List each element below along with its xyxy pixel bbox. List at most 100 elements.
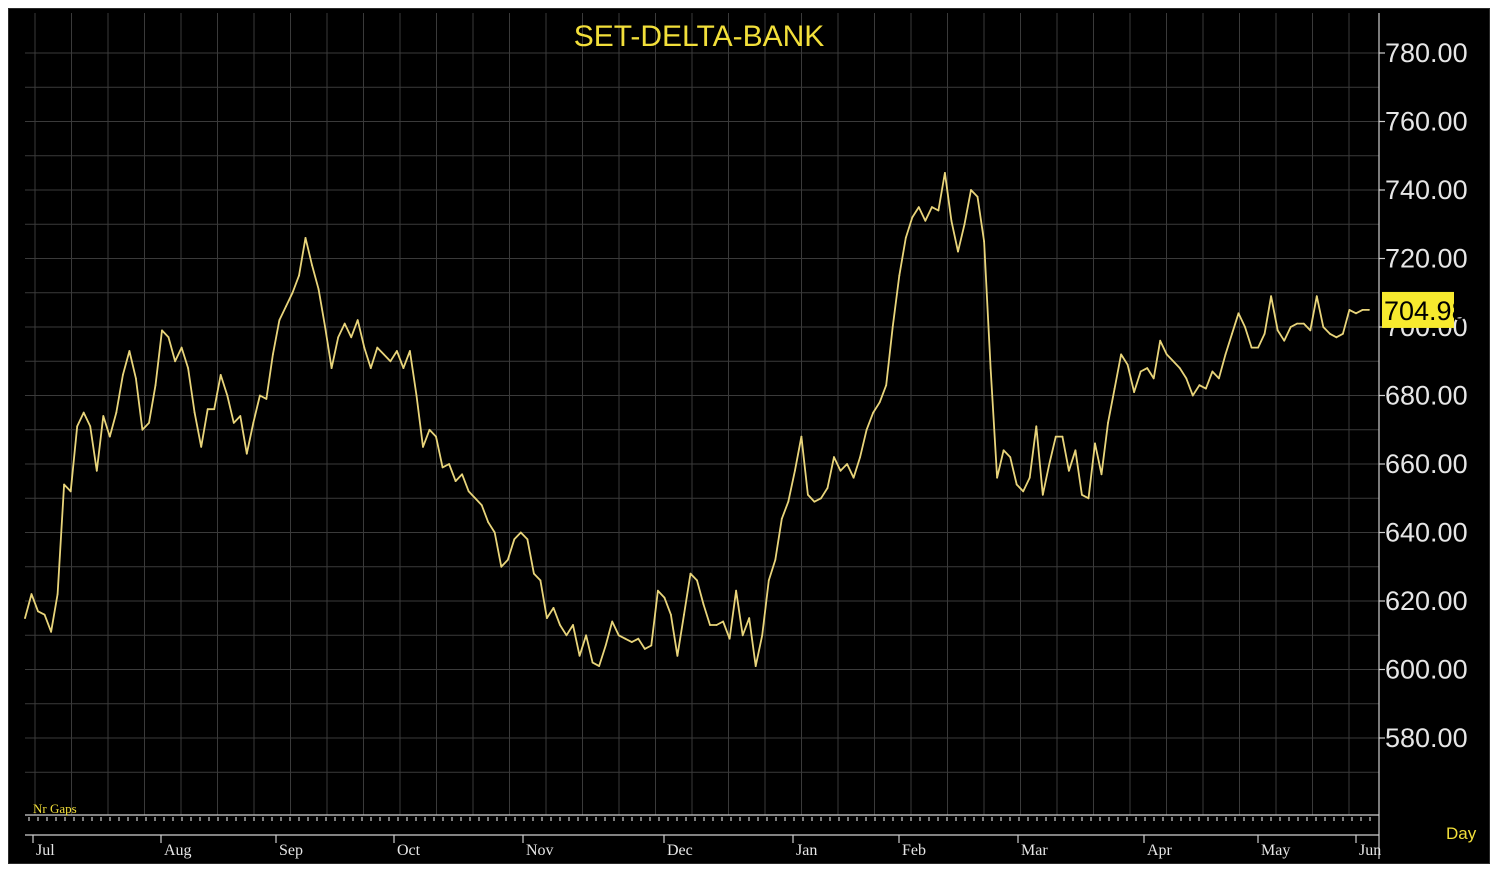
price-data-point (1022, 490, 1025, 493)
y-tick-label: 740.00 (1385, 175, 1468, 205)
price-data-point (239, 415, 242, 417)
price-data-point (1244, 326, 1246, 328)
price-data-point (232, 422, 235, 424)
price-data-point (794, 469, 796, 472)
price-data-point (722, 620, 724, 623)
price-data-point (989, 367, 992, 369)
x-month-label: Jan (796, 842, 817, 859)
price-data-point (1348, 309, 1351, 311)
price-data-point (1224, 353, 1227, 356)
price-data-point (350, 336, 353, 339)
y-tick-label: 600.00 (1385, 655, 1468, 685)
price-data-point (1146, 367, 1149, 369)
price-data-point (1061, 435, 1064, 438)
price-data-point (396, 350, 398, 352)
price-data-point (539, 579, 542, 582)
price-data-point (1198, 384, 1201, 387)
y-tick-label: 720.00 (1385, 244, 1468, 274)
price-data-point (1133, 391, 1135, 393)
price-data-point (604, 644, 607, 647)
y-tick-label: 640.00 (1385, 518, 1468, 548)
price-data-point (219, 374, 222, 376)
price-data-point (807, 493, 809, 496)
price-data-point (330, 367, 333, 369)
price-data-point (513, 538, 516, 541)
price-data-point (363, 346, 366, 349)
price-data-point (1185, 377, 1188, 380)
price-data-point (1335, 336, 1338, 339)
price-data-point (578, 654, 581, 657)
price-data-point (519, 531, 522, 534)
price-data-point (422, 446, 424, 448)
price-data-point (944, 172, 946, 174)
price-data-point (206, 408, 209, 411)
price-data-point (546, 617, 548, 619)
price-data-point (826, 487, 829, 489)
price-data-point (467, 490, 470, 493)
price-data-point (102, 415, 105, 417)
price-data-point (754, 665, 757, 667)
price-data-point (911, 216, 914, 219)
chart-title: SET-DELTA-BANK (574, 20, 825, 53)
price-data-point (122, 374, 124, 376)
frequency-label: Day (1446, 824, 1477, 843)
price-data-point (304, 237, 307, 239)
price-data-point (1315, 295, 1318, 298)
last-value-label: 704.98 (1384, 296, 1467, 326)
price-data-point (174, 360, 177, 363)
price-data-point (1028, 476, 1031, 479)
price-data-point (813, 500, 816, 503)
price-data-point (637, 637, 640, 640)
price-data-point (767, 579, 770, 582)
price-data-point (1211, 370, 1214, 373)
price-data-point (1126, 363, 1129, 366)
price-data-point (200, 446, 203, 448)
price-data-point (1178, 367, 1181, 369)
price-data-point (1342, 332, 1344, 335)
price-data-point (1263, 332, 1266, 335)
price-data-point (1159, 339, 1162, 342)
x-month-label: Nov (526, 842, 554, 859)
price-data-point (454, 480, 457, 482)
price-data-point (1094, 442, 1096, 445)
x-month-label: Jul (36, 842, 55, 859)
price-data-point (598, 665, 600, 667)
price-data-point (696, 579, 698, 582)
y-tick-label: 780.00 (1385, 38, 1468, 68)
price-data-point (285, 305, 287, 308)
price-data-point (839, 469, 842, 472)
price-data-point (937, 209, 940, 212)
price-data-point (852, 476, 855, 479)
price-data-point (343, 322, 346, 325)
price-data-point (1283, 339, 1286, 342)
price-data-point (1074, 449, 1077, 452)
price-data-point (676, 654, 679, 657)
price-data-point (924, 219, 927, 222)
price-data-point (689, 572, 692, 575)
price-data-point (317, 288, 320, 291)
price-data-point (193, 411, 196, 414)
price-data-point (1237, 312, 1240, 315)
price-data-point (526, 538, 529, 541)
price-data-point (1009, 456, 1012, 458)
price-data-point (872, 411, 875, 414)
price-data-point (278, 319, 281, 321)
price-data-point (657, 589, 659, 592)
price-data-point (389, 360, 392, 363)
price-data-point (135, 377, 137, 380)
price-data-point (108, 435, 111, 438)
price-data-point (670, 613, 672, 616)
price-data-point (552, 607, 555, 609)
y-tick-label: 580.00 (1385, 723, 1468, 753)
price-data-point (428, 428, 431, 431)
price-data-point (559, 624, 561, 626)
price-data-point (735, 589, 737, 592)
price-data-point (63, 483, 65, 486)
price-data-point (1250, 346, 1253, 349)
price-data-point (898, 274, 901, 277)
price-data-point (402, 367, 405, 369)
x-month-label: Feb (902, 842, 926, 859)
price-data-point (37, 610, 39, 613)
price-data-point (356, 319, 359, 321)
price-data-point (1015, 483, 1018, 486)
